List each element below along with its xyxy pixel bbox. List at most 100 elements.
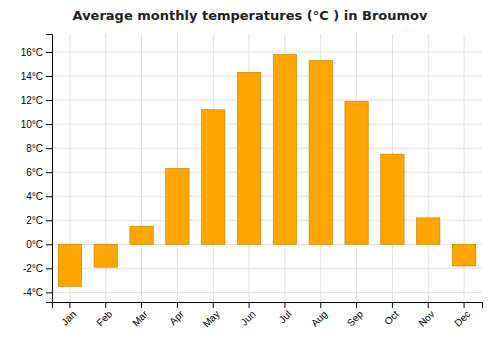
grid-line <box>52 148 482 149</box>
tick: 12°C <box>21 95 52 106</box>
tick-label: Mar <box>130 308 150 328</box>
tick-mark <box>46 100 52 101</box>
tick-mark <box>105 302 106 308</box>
grid-line <box>52 100 482 101</box>
grid-line <box>52 268 482 269</box>
tick: 0°C <box>26 239 52 250</box>
tick-label: Aug <box>309 308 329 328</box>
grid-line <box>52 52 482 53</box>
tick: Jul <box>277 302 294 325</box>
tick-label: Jan <box>59 308 78 327</box>
tick-mark <box>46 172 52 173</box>
tick-mark <box>428 302 429 308</box>
plot: -4°C -2°C 0°C 2°C 4°C 6°C 8°C 10°C 12°C 14°C 16°C J… <box>21 34 483 330</box>
tick-mark <box>46 292 52 293</box>
bar <box>381 154 404 244</box>
tick-mark <box>320 302 321 308</box>
tick-label: 4°C <box>26 191 43 202</box>
tick: 4°C <box>26 191 52 202</box>
tick: Mar <box>130 302 150 328</box>
tick: Dec <box>452 302 472 329</box>
chart: Average monthly temperatures (°C ) in Br… <box>0 0 500 350</box>
grid-line <box>141 34 142 302</box>
tick: Apr <box>167 302 186 327</box>
title: Average monthly temperatures (°C ) in Br… <box>73 8 428 23</box>
tick-mark <box>46 52 52 53</box>
y-axis: -4°C -2°C 0°C 2°C 4°C 6°C 8°C 10°C 12°C 14°C 16°C <box>21 35 53 303</box>
grid <box>52 34 482 302</box>
tick-mark <box>356 302 357 308</box>
tick-mark <box>46 244 52 245</box>
grid-line <box>52 172 482 173</box>
bar <box>237 72 260 244</box>
bar <box>130 226 153 244</box>
tick-label: Apr <box>167 308 186 327</box>
tick: Nov <box>416 302 436 329</box>
bar <box>58 244 81 286</box>
tick: -2°C <box>23 263 52 274</box>
tick-label: 0°C <box>26 239 43 250</box>
bar <box>202 110 225 245</box>
grid-line <box>428 34 429 302</box>
bar <box>273 54 296 244</box>
tick-mark <box>284 302 285 308</box>
tick: -4°C <box>23 287 52 298</box>
tick-label: 14°C <box>21 71 43 82</box>
tick: 6°C <box>26 167 52 178</box>
tick-label: 8°C <box>26 143 43 154</box>
tick-label: 16°C <box>21 47 43 58</box>
tick-mark <box>46 196 52 197</box>
tick: 14°C <box>21 71 52 82</box>
grid-line <box>177 34 178 302</box>
tick: Jun <box>238 302 257 328</box>
tick-label: Jul <box>277 308 294 325</box>
tick-label: May <box>201 308 222 329</box>
tick-label: -2°C <box>23 263 43 274</box>
bar <box>166 169 189 245</box>
bar <box>309 60 332 244</box>
tick: May <box>201 302 222 330</box>
bars <box>58 54 475 286</box>
grid-line <box>52 196 482 197</box>
tick-mark <box>141 302 142 308</box>
tick-label: Jun <box>238 308 257 327</box>
tick-mark <box>46 148 52 149</box>
tick-mark <box>69 302 70 308</box>
tick-label: Feb <box>94 308 114 328</box>
axis-line <box>53 303 483 309</box>
tick-label: 6°C <box>26 167 43 178</box>
x-axis: Jan Feb Mar Apr May Jun Jul Aug Sep Oct Nov Dec <box>53 302 483 330</box>
tick-label: 2°C <box>26 215 43 226</box>
tick-mark <box>46 220 52 221</box>
tick: 8°C <box>26 143 52 154</box>
bar <box>94 244 117 267</box>
tick-mark <box>46 76 52 77</box>
grid-line <box>52 292 482 293</box>
tick: Sep <box>345 302 366 329</box>
tick: 16°C <box>21 47 52 58</box>
tick-label: Sep <box>345 308 366 329</box>
tick-label: 10°C <box>21 119 43 130</box>
grid-line <box>52 76 482 77</box>
tick-mark <box>177 302 178 308</box>
axis-line <box>46 35 53 303</box>
tick: 2°C <box>26 215 52 226</box>
tick: 10°C <box>21 119 52 130</box>
tick: Aug <box>309 302 329 329</box>
grid-line <box>52 124 482 125</box>
tick-label: Nov <box>416 308 436 328</box>
tick: Oct <box>382 302 401 327</box>
tick-mark <box>213 302 214 308</box>
tick-mark <box>392 302 393 308</box>
bar <box>417 218 440 244</box>
tick-mark <box>464 302 465 308</box>
bar <box>452 244 475 266</box>
bar <box>345 101 368 244</box>
tick: Jan <box>59 302 78 328</box>
tick-label: Dec <box>452 308 472 328</box>
tick-label: 12°C <box>21 95 43 106</box>
tick-label: Oct <box>382 308 401 327</box>
tick-mark <box>249 302 250 308</box>
tick-mark <box>46 268 52 269</box>
tick-label: -4°C <box>23 287 43 298</box>
